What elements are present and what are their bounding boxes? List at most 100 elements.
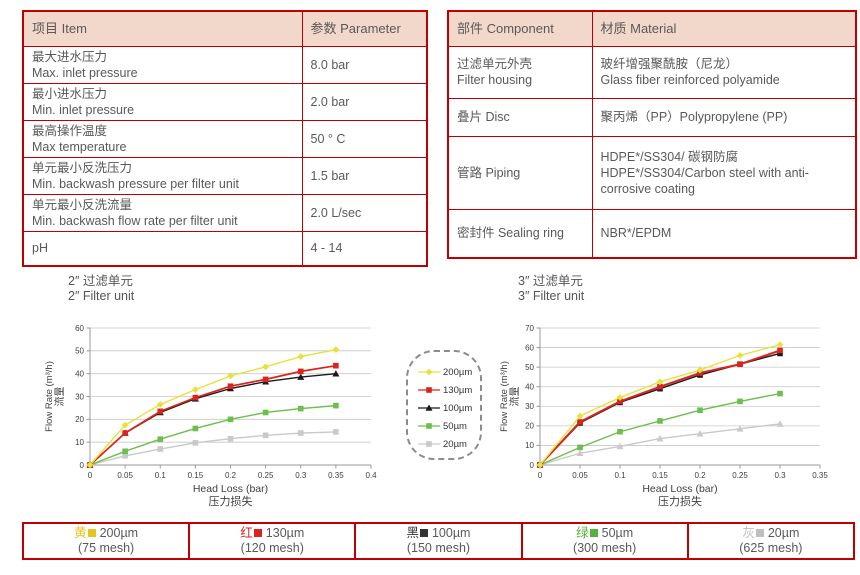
table-row: 最高操作温度 Max temperature 50 ° C bbox=[22, 119, 428, 158]
marker-square bbox=[737, 361, 743, 368]
spec-value: 1.5 bar bbox=[301, 156, 428, 195]
spec-table-header-row: 项目 Item 参数 Parameter bbox=[22, 10, 428, 47]
x-tick-label: 0.2 bbox=[694, 471, 706, 480]
material-header-material: 材质 Material bbox=[591, 10, 857, 47]
mesh-cell-130um: 红 130µm (120 mesh) bbox=[188, 522, 357, 560]
mesh-legend-table: 黄 200µm (75 mesh) 红 130µm (120 mesh) 黑 100µ… bbox=[21, 522, 856, 560]
mesh-count: (150 mesh) bbox=[406, 541, 471, 555]
x-tick-label: 0 bbox=[88, 471, 93, 480]
y-tick-label: 40 bbox=[75, 369, 84, 378]
y-tick-label: 50 bbox=[525, 363, 534, 372]
x-axis-label-cn: 压力损失 bbox=[658, 494, 702, 508]
series-line bbox=[89, 431, 336, 466]
x-tick-label: 0 bbox=[538, 471, 543, 480]
legend-label: 200µm bbox=[443, 366, 473, 378]
marker-square bbox=[192, 394, 199, 401]
mesh-size-line: 黑 100µm bbox=[356, 526, 520, 541]
marker-square bbox=[777, 350, 783, 357]
marker-square bbox=[617, 428, 623, 435]
marker-square bbox=[426, 387, 432, 393]
mesh-color-name: 黑 bbox=[406, 526, 419, 540]
x-tick-label: 0.3 bbox=[774, 471, 786, 480]
chart-title-3inch: 3″ 过滤单元 3″ Filter unit bbox=[518, 274, 584, 304]
material-table: 部件 Component 材质 Material 过滤单元外壳 Filter h… bbox=[447, 10, 857, 259]
series-line bbox=[89, 364, 337, 466]
legend-entry-50µm: 50µm bbox=[417, 417, 480, 435]
chart-title-cn: 3″ 过滤单元 bbox=[518, 274, 583, 288]
y-tick-label: 20 bbox=[525, 422, 534, 431]
mesh-count: (75 mesh) bbox=[77, 541, 135, 555]
mesh-size-line: 黄 200µm bbox=[24, 526, 188, 541]
material-cell: 聚丙烯（PP）Polypropylene (PP) bbox=[591, 97, 857, 137]
marker-triangle bbox=[656, 434, 664, 442]
y-tick-label: 0 bbox=[530, 461, 535, 470]
chart-title-en: 2″ Filter unit bbox=[68, 289, 135, 303]
y-tick-label: 0 bbox=[80, 461, 85, 470]
spec-value: 2.0 L/sec bbox=[301, 193, 428, 232]
y-axis-label-en: Flow Rate (m³/h) bbox=[44, 361, 55, 432]
marker-diamond bbox=[776, 341, 784, 349]
marker-triangle bbox=[297, 373, 305, 380]
marker-square bbox=[157, 446, 164, 452]
spec-table: 项目 Item 参数 Parameter 最大进水压力 Max. inlet p… bbox=[22, 10, 428, 267]
marker-square bbox=[777, 347, 783, 354]
series-line bbox=[539, 352, 781, 466]
x-tick-label: 0.25 bbox=[732, 471, 748, 480]
series-130µm bbox=[87, 362, 339, 468]
x-tick-label: 0.35 bbox=[328, 471, 344, 480]
chart-title-en: 3″ Filter unit bbox=[518, 289, 585, 303]
x-tick-label: 0.15 bbox=[188, 471, 204, 480]
x-tick-label: 0.25 bbox=[258, 471, 274, 480]
x-axis-label-en: Head Loss (bar) bbox=[642, 483, 717, 495]
marker-diamond bbox=[297, 353, 305, 360]
marker-square bbox=[192, 425, 199, 432]
marker-square bbox=[297, 430, 304, 436]
x-tick-label: 0.05 bbox=[572, 471, 588, 480]
legend-label: 100µm bbox=[443, 402, 473, 414]
mesh-size: 200µm bbox=[99, 526, 139, 540]
series-line bbox=[539, 349, 781, 466]
x-axis-label-en: Head Loss (bar) bbox=[193, 483, 268, 495]
mesh-size-line: 绿 50µm bbox=[523, 526, 687, 541]
mesh-count: (300 mesh) bbox=[573, 541, 637, 555]
marker-triangle bbox=[696, 430, 704, 437]
x-tick-label: 0.35 bbox=[812, 471, 828, 480]
marker-square bbox=[657, 418, 663, 424]
mesh-size: 100µm bbox=[431, 526, 471, 540]
y-tick-label: 50 bbox=[75, 347, 84, 356]
legend-label: 130µm bbox=[443, 384, 473, 396]
series-200µm bbox=[86, 346, 340, 469]
marker-diamond bbox=[656, 378, 664, 386]
material-cell: HDPE*/SS304/ 碳钢防腐 HDPE*/SS304/Carbon ste… bbox=[591, 135, 857, 210]
mesh-size: 20µm bbox=[767, 526, 800, 540]
material-table-header-row: 部件 Component 材质 Material bbox=[447, 10, 857, 47]
marker-square bbox=[333, 362, 339, 369]
marker-diamond bbox=[156, 401, 164, 408]
spec-item: 单元最小反洗压力 Min. backwash pressure per filt… bbox=[22, 156, 303, 195]
spec-value: 8.0 bar bbox=[301, 45, 428, 84]
marker-diamond bbox=[576, 412, 584, 420]
table-row: 最小进水压力 Min. inlet pressure 2.0 bar bbox=[22, 82, 428, 121]
mesh-count: (625 mesh) bbox=[739, 541, 803, 555]
legend-entry-100µm: 100µm bbox=[417, 399, 480, 417]
marker-square bbox=[192, 440, 199, 446]
x-tick-label: 0.1 bbox=[155, 471, 167, 480]
mesh-color-name: 绿 bbox=[576, 526, 589, 540]
spec-item: 最高操作温度 Max temperature bbox=[22, 119, 303, 158]
table-row: 黄 200µm (75 mesh) 红 130µm (120 mesh) 黑 100µ… bbox=[21, 522, 856, 560]
mesh-cell-100um: 黑 100µm (150 mesh) bbox=[354, 522, 523, 560]
marker-square bbox=[122, 448, 128, 455]
y-tick-label: 70 bbox=[525, 324, 534, 333]
flow-chart-2inch: 0 0.05 0.1 0.15 0.2 0.25 0.3 0.35 0.4 0 10 20 30 40 50… bbox=[44, 324, 377, 508]
component-cell: 过滤单元外壳 Filter housing bbox=[447, 45, 593, 99]
mesh-color-name: 灰 bbox=[742, 526, 755, 540]
y-tick-label: 40 bbox=[525, 383, 534, 392]
marker-square bbox=[262, 376, 269, 383]
y-tick-label: 30 bbox=[75, 392, 84, 401]
legend-label: 50µm bbox=[443, 420, 467, 432]
marker-square bbox=[157, 408, 164, 415]
spec-header-item: 项目 Item bbox=[22, 10, 303, 47]
mesh-color-swatch bbox=[419, 529, 428, 537]
chart-legend: 200µm 130µm 100µm 50µm 20µm bbox=[406, 350, 482, 460]
x-tick-label: 0.2 bbox=[225, 471, 237, 480]
